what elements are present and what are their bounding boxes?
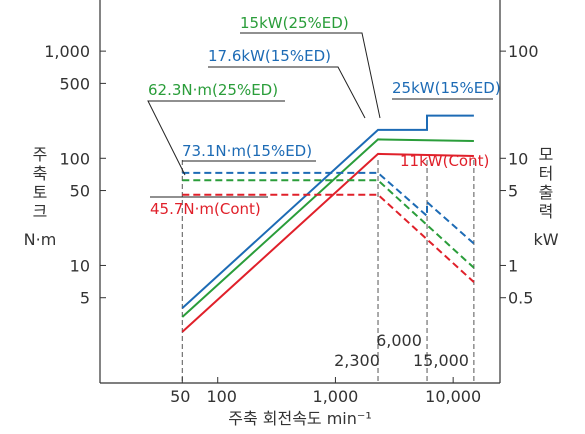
annotation-label: 25kW(15%ED): [392, 79, 501, 97]
annotation-label: 15kW(25%ED): [240, 14, 349, 32]
annotation-label: 62.3N·m(25%ED): [148, 81, 278, 99]
annotation-leader: [240, 32, 381, 119]
series-lines: [181, 114, 475, 333]
left-tick-label: 10: [70, 256, 90, 275]
annotation-label: 73.1N·m(15%ED): [182, 142, 312, 160]
speed-marker-label: 15,000: [413, 351, 469, 370]
annotation-leader: [208, 66, 366, 119]
right-tick-label: 5: [508, 182, 518, 201]
series-line: [181, 152, 474, 333]
right-axis-title-char: 터: [539, 164, 554, 183]
annotation-label: 17.6kW(15%ED): [208, 47, 331, 65]
left-tick-label: 500: [59, 74, 90, 93]
left-axis-unit: N·m: [24, 230, 57, 249]
right-tick-label: 0.5: [508, 289, 533, 308]
series-line: [181, 114, 474, 309]
x-tick-label: 100: [206, 387, 237, 406]
x-axis-title: 주축 회전속도 min⁻¹: [228, 409, 372, 428]
annotation-leaders: [147, 32, 493, 198]
speed-marker-label: 2,300: [334, 351, 380, 370]
right-tick-label: 1: [508, 256, 518, 275]
right-axis-unit: kW: [533, 230, 558, 249]
x-tick-label: 50: [170, 387, 190, 406]
left-tick-label: 100: [59, 149, 90, 168]
x-tick-label: 10,000: [425, 387, 481, 406]
left-tick-label: 1,000: [44, 42, 90, 61]
speed-marker-label: 6,000: [376, 331, 422, 350]
right-axis-title-char: 력: [539, 202, 554, 221]
right-axis-title-char: 출: [539, 183, 554, 202]
annotation-label: 45.7N·m(Cont): [150, 200, 261, 218]
right-tick-label: 100: [508, 42, 539, 61]
series-line: [181, 138, 474, 318]
chart-text: 1,000 500 100 50 10 5 100 10 5 1 0.5 50 100 1,000 10,0…: [24, 14, 559, 428]
left-axis-title-char: 주: [33, 145, 48, 164]
left-axis-title-char: 크: [33, 202, 48, 221]
annotation-leader: [147, 100, 285, 176]
right-tick-label: 10: [508, 149, 528, 168]
right-axis-title-char: 모: [539, 145, 554, 164]
x-tick-label: 1,000: [313, 387, 359, 406]
left-tick-label: 5: [80, 289, 90, 308]
plot-frame: [99, 0, 506, 384]
left-axis-title-char: 축: [33, 164, 48, 183]
speed-marker-lines: [181, 160, 475, 383]
left-axis-title-char: 토: [33, 183, 48, 202]
left-tick-label: 50: [70, 182, 90, 201]
annotation-label: 11kW(Cont): [400, 152, 489, 170]
series-line: [182, 179, 475, 269]
